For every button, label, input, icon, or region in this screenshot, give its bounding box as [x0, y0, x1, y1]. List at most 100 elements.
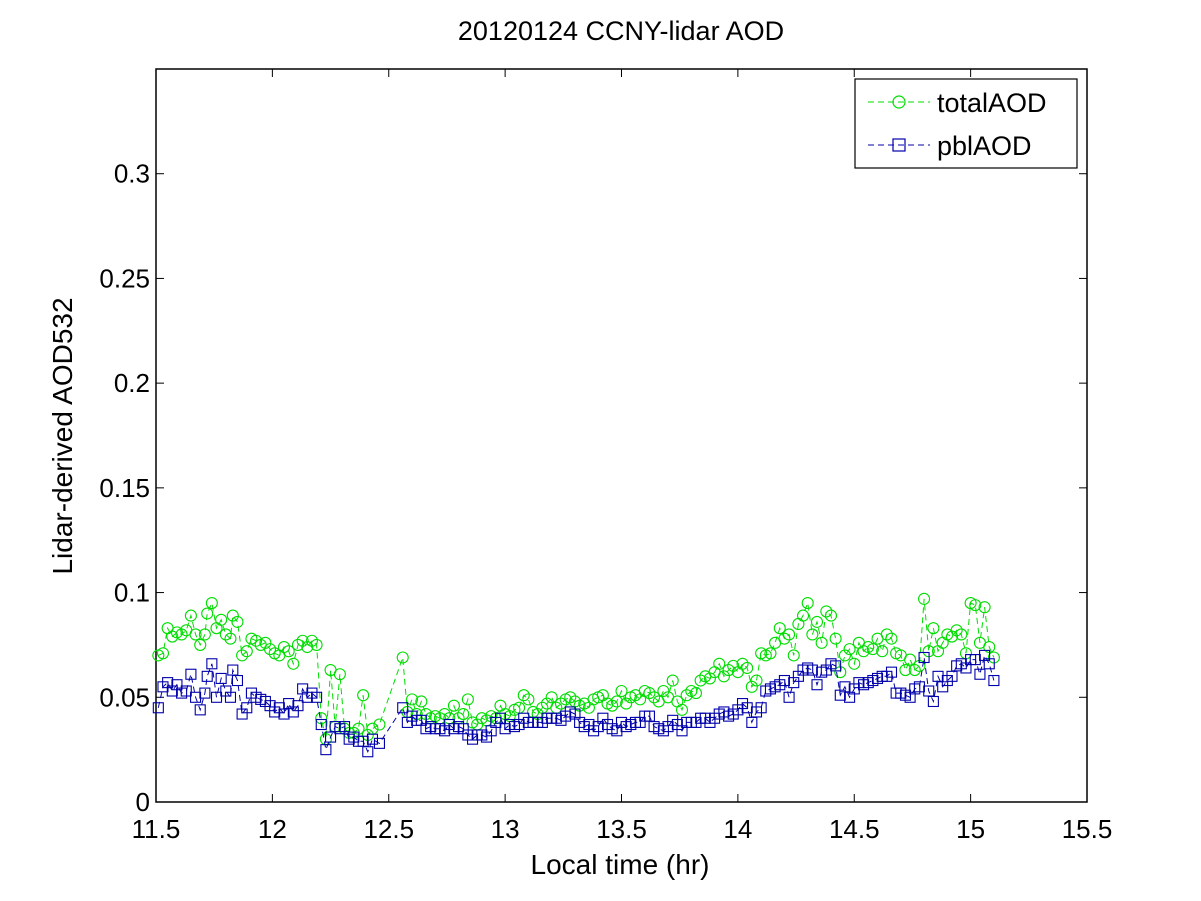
data-point-pblAOD — [338, 721, 351, 733]
data-point-pblAOD — [830, 660, 842, 672]
y-tick-label: 0.25 — [99, 263, 150, 293]
data-point-totalAOD — [236, 649, 249, 662]
data-point-totalAOD — [287, 657, 300, 670]
data-point-totalAOD — [405, 693, 419, 706]
data-point-totalAOD — [259, 636, 272, 649]
data-point-totalAOD — [885, 632, 898, 645]
data-point-totalAOD — [880, 628, 893, 641]
data-point-totalAOD — [296, 634, 309, 647]
data-point-pblAOD — [311, 691, 323, 703]
data-point-pblAOD — [199, 687, 211, 699]
data-point-totalAOD — [857, 645, 870, 658]
data-point-pblAOD — [210, 691, 223, 703]
data-point-totalAOD — [815, 636, 828, 649]
data-point-pblAOD — [397, 702, 409, 714]
data-point-totalAOD — [969, 599, 982, 612]
y-tick-label: 0.1 — [114, 578, 150, 608]
data-point-totalAOD — [829, 632, 842, 645]
x-tick-label: 13.5 — [596, 814, 647, 844]
data-point-totalAOD — [606, 699, 619, 712]
data-point-totalAOD — [899, 664, 912, 677]
data-point-totalAOD — [231, 615, 244, 628]
data-point-totalAOD — [184, 609, 197, 622]
data-point-pblAOD — [969, 654, 981, 666]
data-point-pblAOD — [315, 718, 327, 731]
data-point-pblAOD — [185, 668, 197, 680]
data-point-totalAOD — [908, 664, 921, 677]
data-point-totalAOD — [843, 643, 856, 656]
data-point-pblAOD — [988, 674, 1000, 687]
data-point-totalAOD — [250, 634, 263, 647]
data-point-totalAOD — [838, 649, 851, 662]
data-point-totalAOD — [447, 699, 460, 712]
data-point-totalAOD — [764, 647, 777, 660]
data-point-pblAOD — [201, 670, 213, 682]
data-point-pblAOD — [778, 674, 790, 687]
data-point-totalAOD — [680, 689, 693, 702]
data-point-totalAOD — [703, 672, 716, 685]
data-point-totalAOD — [522, 693, 535, 706]
data-point-totalAOD — [727, 659, 740, 672]
data-point-totalAOD — [736, 657, 749, 670]
data-point-totalAOD — [722, 664, 735, 677]
x-tick-label: 14.5 — [829, 814, 880, 844]
data-point-totalAOD — [648, 691, 661, 704]
data-point-totalAOD — [955, 628, 968, 641]
data-point-totalAOD — [615, 684, 628, 698]
data-point-totalAOD — [282, 645, 295, 658]
data-point-pblAOD — [927, 695, 939, 708]
data-point-totalAOD — [461, 693, 474, 706]
data-point-pblAOD — [292, 700, 304, 712]
data-point-totalAOD — [219, 628, 232, 641]
data-point-totalAOD — [215, 613, 228, 626]
data-point-totalAOD — [564, 691, 577, 704]
y-tick-label: 0.15 — [99, 473, 150, 503]
data-point-totalAOD — [796, 609, 810, 622]
data-point-pblAOD — [362, 746, 374, 758]
data-point-totalAOD — [978, 601, 991, 614]
data-point-totalAOD — [310, 638, 323, 651]
data-point-pblAOD — [918, 651, 930, 664]
data-point-totalAOD — [226, 609, 239, 622]
data-point-totalAOD — [357, 689, 370, 702]
data-point-totalAOD — [175, 628, 188, 641]
data-point-pblAOD — [180, 685, 192, 697]
data-point-totalAOD — [745, 680, 758, 693]
legend-label-pblAOD: pblAOD — [937, 131, 1032, 161]
y-tick-label: 0.05 — [99, 682, 150, 712]
data-point-pblAOD — [741, 702, 753, 714]
data-point-pblAOD — [885, 666, 898, 678]
data-point-pblAOD — [224, 691, 237, 703]
series-layer — [152, 592, 1000, 758]
series-totalAOD — [152, 592, 1000, 746]
data-point-totalAOD — [750, 674, 763, 687]
data-point-totalAOD — [554, 697, 568, 710]
x-tick-label: 13 — [491, 814, 520, 844]
data-point-totalAOD — [189, 628, 202, 641]
x-tick-label: 11.5 — [132, 814, 181, 844]
data-point-totalAOD — [904, 653, 917, 666]
data-point-totalAOD — [194, 638, 207, 651]
data-point-totalAOD — [166, 630, 179, 643]
data-point-totalAOD — [657, 684, 670, 698]
x-axis-title: Local time (hr) — [531, 849, 710, 880]
plot-area — [155, 68, 1088, 803]
data-point-totalAOD — [305, 634, 318, 647]
data-point-totalAOD — [610, 695, 623, 708]
data-point-pblAOD — [320, 744, 332, 756]
data-point-pblAOD — [913, 681, 925, 693]
data-point-pblAOD — [783, 691, 795, 703]
data-point-pblAOD — [366, 733, 379, 745]
data-point-totalAOD — [263, 643, 277, 656]
data-point-totalAOD — [201, 607, 214, 620]
data-point-pblAOD — [215, 672, 227, 684]
data-point-totalAOD — [713, 657, 726, 670]
data-point-totalAOD — [333, 668, 346, 681]
data-point-totalAOD — [373, 718, 386, 731]
x-tick-label: 14 — [723, 814, 752, 844]
data-point-totalAOD — [801, 596, 814, 610]
data-point-totalAOD — [717, 670, 730, 683]
data-point-totalAOD — [783, 628, 796, 641]
data-point-totalAOD — [620, 697, 633, 710]
